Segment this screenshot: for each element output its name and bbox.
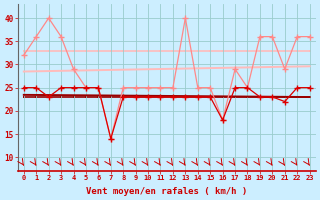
X-axis label: Vent moyen/en rafales ( km/h ): Vent moyen/en rafales ( km/h ) xyxy=(86,187,247,196)
